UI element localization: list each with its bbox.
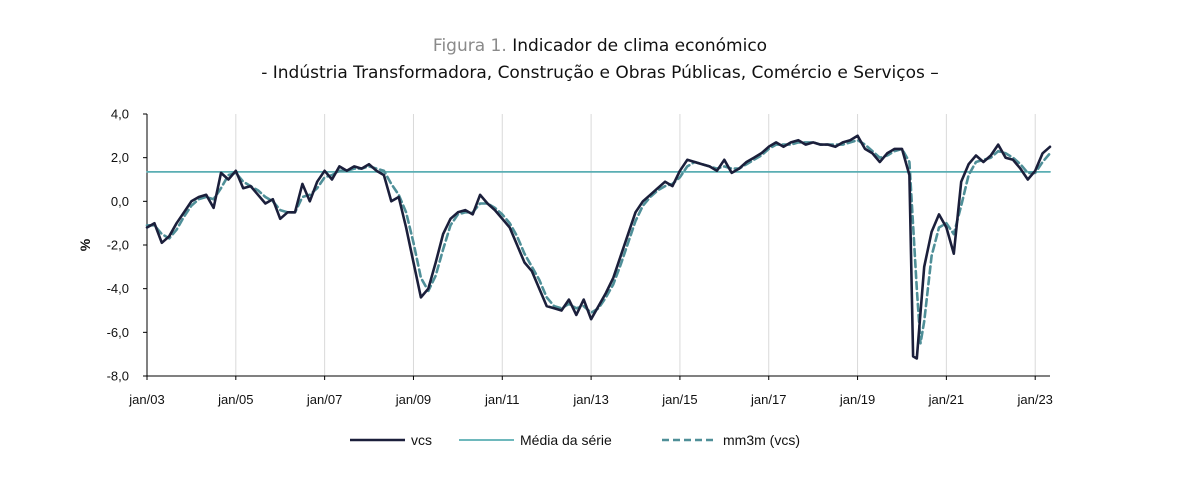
legend-label: mm3m (vcs) (723, 432, 800, 448)
y-tick-label: 2,0 (111, 150, 129, 165)
y-axis-label: % (77, 238, 93, 251)
x-tick-label: jan/05 (217, 392, 253, 407)
x-tick-label: jan/11 (484, 392, 519, 407)
chart-title-text: Indicador de clima económico (512, 36, 768, 56)
x-tick-label: jan/23 (1016, 392, 1052, 407)
x-tick-label: jan/19 (839, 392, 875, 407)
series-layer (145, 134, 1052, 360)
axes: jan/03 jan/05 jan/07 jan/09 jan/11 jan/13 jan/… (77, 107, 1053, 408)
y-tick-label: -4,0 (107, 281, 129, 296)
series-mm3m-line (145, 138, 1052, 345)
x-tick-label: jan/21 (928, 392, 964, 407)
x-tick-label: jan/03 (128, 392, 164, 407)
series-vcs-line (145, 134, 1052, 360)
legend: vcs Média da série mm3m (vcs) (350, 432, 800, 448)
x-tick-label: jan/17 (750, 392, 786, 407)
chart-subtitle: - Indústria Transformadora, Construção e… (261, 63, 939, 83)
x-tick-label: jan/15 (661, 392, 697, 407)
vertical-grid (235, 114, 1036, 376)
y-tick-label: -8,0 (107, 369, 129, 384)
x-tick-label: jan/13 (572, 392, 608, 407)
chart-title: Figura 1. Indicador de clima económico (0, 36, 1200, 56)
legend-label: Média da série (520, 432, 612, 448)
legend-label: vcs (411, 432, 432, 448)
x-tick-label: jan/07 (306, 392, 342, 407)
y-tick-label: -6,0 (107, 325, 129, 340)
y-tick-label: 4,0 (111, 107, 129, 122)
y-tick-label: 0,0 (111, 194, 129, 209)
x-tick-label: jan/09 (395, 392, 431, 407)
y-tick-label: -2,0 (107, 238, 129, 253)
figure-label: Figura 1. (432, 36, 507, 56)
